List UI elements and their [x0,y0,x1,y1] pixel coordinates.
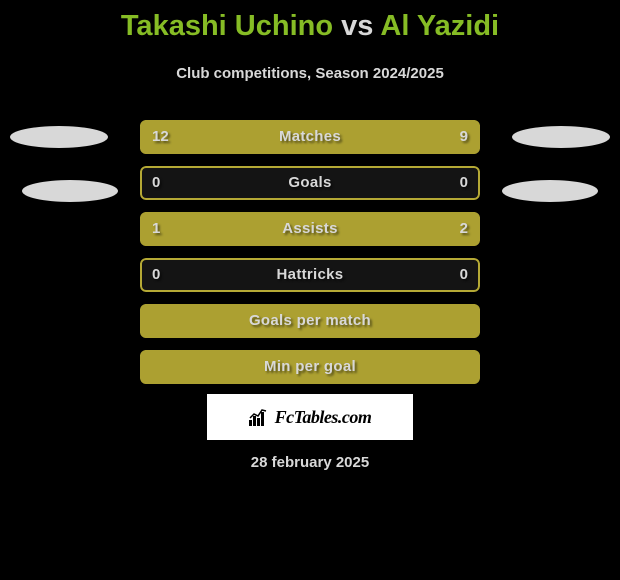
stat-label: Min per goal [140,350,480,384]
stat-label: Assists [140,212,480,246]
stat-row: Goals per match [140,304,480,338]
stat-label: Goals per match [140,304,480,338]
vs-separator: vs [341,10,373,42]
stat-row: 00Goals [140,166,480,200]
stat-row: 12Assists [140,212,480,246]
stat-row: 129Matches [140,120,480,154]
site-logo[interactable]: FcTables.com [207,394,413,440]
stat-row: Min per goal [140,350,480,384]
logo-text: FcTables.com [275,407,372,428]
right-avatar-placeholder-1 [512,126,610,148]
stat-row: 00Hattricks [140,258,480,292]
player1-name: Takashi Uchino [121,10,333,42]
left-avatar-placeholder-2 [22,180,118,202]
fctables-icon [249,408,271,426]
comparison-title: Takashi Uchino vs Al Yazidi [0,0,620,43]
player2-name: Al Yazidi [380,10,499,42]
right-avatar-placeholder-2 [502,180,598,202]
left-avatar-placeholder-1 [10,126,108,148]
stat-label: Goals [140,166,480,200]
stat-label: Hattricks [140,258,480,292]
stat-rows-container: 129Matches 00Goals 12Assists 00Hattricks Goa… [140,120,480,396]
subtitle: Club competitions, Season 2024/2025 [0,65,620,82]
footer-date: 28 february 2025 [0,454,620,471]
stat-label: Matches [140,120,480,154]
